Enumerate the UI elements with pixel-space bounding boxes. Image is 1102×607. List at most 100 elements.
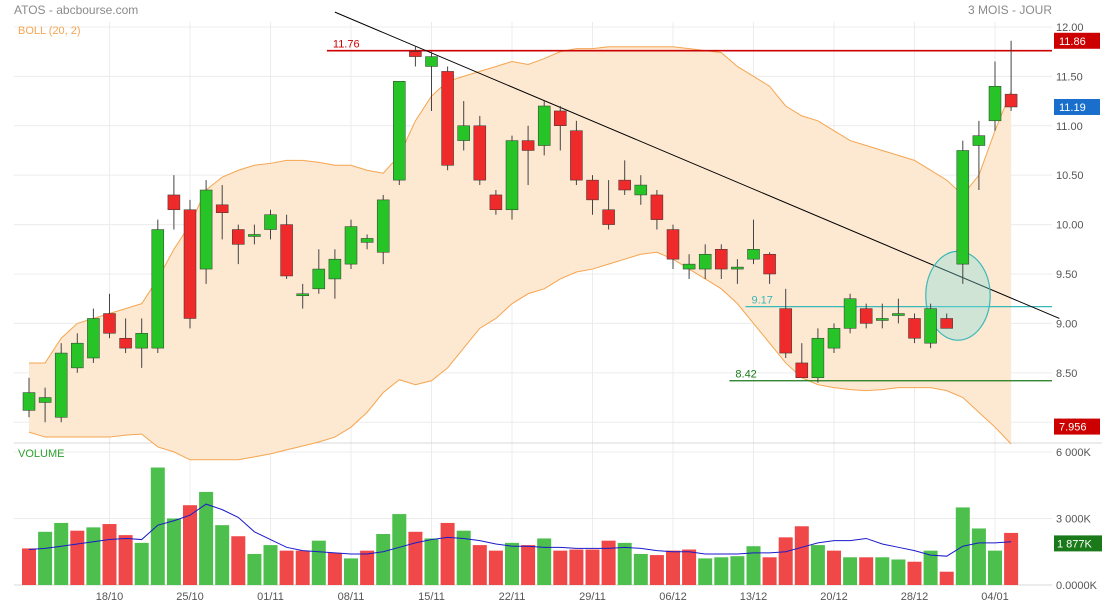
candle-body (859, 308, 873, 324)
volume-bar (150, 467, 165, 585)
candle-body (827, 328, 841, 349)
volume-bar (859, 557, 874, 585)
volume-bar (54, 522, 69, 585)
volume-bar (311, 540, 326, 585)
price-badge-label: 11.86 (1059, 36, 1086, 48)
price-badge (1054, 32, 1100, 49)
volume-bar (891, 559, 906, 585)
resistance-label: 11.76 (333, 39, 360, 51)
price-tick-label: 9.50 (1056, 269, 1077, 281)
candle-body (409, 51, 422, 57)
candle-body (892, 313, 905, 316)
candle-body (972, 135, 986, 146)
volume-bar (537, 538, 552, 585)
x-tick-label: 01/11 (257, 591, 284, 603)
price-tick-label: 12.00 (1056, 22, 1084, 34)
price-badge-label: 11.19 (1059, 102, 1086, 114)
volume-bar (601, 540, 616, 585)
candle-body (71, 342, 84, 369)
candle-body (264, 214, 277, 230)
candle-body (537, 105, 551, 146)
volume-bar (971, 528, 986, 585)
volume-bar (38, 531, 53, 585)
volume-tick-label: 0.0000K (1056, 580, 1098, 592)
candle-body (1004, 93, 1018, 108)
volume-bar (376, 534, 391, 585)
candle-body (441, 71, 454, 166)
volume-bar (344, 558, 358, 585)
volume-bar (102, 524, 117, 585)
volume-bar (231, 536, 246, 585)
volume-bar (505, 542, 519, 585)
candle-body (167, 194, 181, 211)
volume-bar (263, 545, 278, 585)
candle-body (393, 81, 406, 181)
volume-bar (553, 550, 568, 585)
support-label: 8.42 (735, 369, 756, 381)
volume-bar (295, 550, 310, 585)
candle-body (296, 293, 309, 297)
cyan-level-label: 9.17 (752, 295, 773, 307)
volume-tick-label: 3 000K (1056, 514, 1092, 526)
volume-bar (730, 556, 745, 585)
candle-body (360, 238, 374, 243)
candle-body (199, 189, 213, 270)
volume-bar (666, 550, 680, 585)
volume-bar (215, 525, 230, 585)
app-title: ATOS - abcbourse.com (14, 3, 139, 17)
volume-bar (521, 545, 536, 585)
candle-body (618, 179, 631, 191)
candle-body (602, 209, 615, 225)
volume-bar (408, 531, 423, 585)
volume-bar (118, 535, 133, 585)
candle-body (908, 318, 921, 339)
candle-body (457, 125, 470, 141)
candle-body (811, 337, 825, 379)
x-tick-label: 06/12 (659, 591, 687, 603)
price-tick-label: 11.50 (1056, 71, 1083, 83)
candle-body (731, 266, 744, 270)
volume-bar (988, 550, 1002, 585)
candle-body (763, 253, 776, 275)
volume-badge-label: 1 877K (1057, 538, 1093, 550)
volume-bar (698, 558, 713, 585)
volume-tick-label: 6 000K (1056, 447, 1092, 459)
x-tick-label: 25/10 (176, 591, 204, 603)
volume-bar (810, 545, 825, 585)
candle-body (54, 352, 68, 418)
candle-body (521, 140, 535, 151)
volume-bar (633, 553, 648, 585)
price-tick-label: 10.00 (1056, 220, 1084, 232)
candle-body (489, 194, 503, 211)
volume-bar (392, 514, 407, 585)
volume-bar (827, 550, 841, 585)
candle-body (232, 229, 245, 245)
volume-badge (1054, 535, 1102, 552)
candle-body (779, 308, 792, 354)
x-tick-label: 29/11 (579, 591, 606, 603)
volume-bar (183, 505, 197, 585)
candle-body (376, 199, 390, 253)
volume-bar (617, 542, 632, 585)
volume-bar (360, 550, 375, 585)
period-label[interactable]: 3 MOIS - JOUR (967, 3, 1052, 17)
candle-body (956, 150, 970, 265)
volume-bar (166, 518, 181, 585)
candle-body (103, 313, 116, 334)
volume-bar (714, 557, 729, 585)
candle-body (924, 308, 937, 344)
volume-bar (682, 549, 697, 585)
volume-bar (199, 491, 214, 585)
x-tick-label: 08/11 (338, 591, 365, 603)
volume-ma-line (28, 503, 1012, 557)
candle-body (22, 392, 36, 411)
candle-body (586, 179, 599, 201)
bollinger-legend: BOLL (20, 2) (18, 25, 81, 37)
volume-bar (22, 548, 36, 585)
price-badge-label: 7.956 (1059, 422, 1087, 434)
volume-bar (70, 530, 85, 585)
volume-bar (1004, 532, 1019, 585)
volume-bar (569, 549, 584, 585)
candle-body (425, 56, 438, 67)
candle-body (715, 249, 728, 270)
